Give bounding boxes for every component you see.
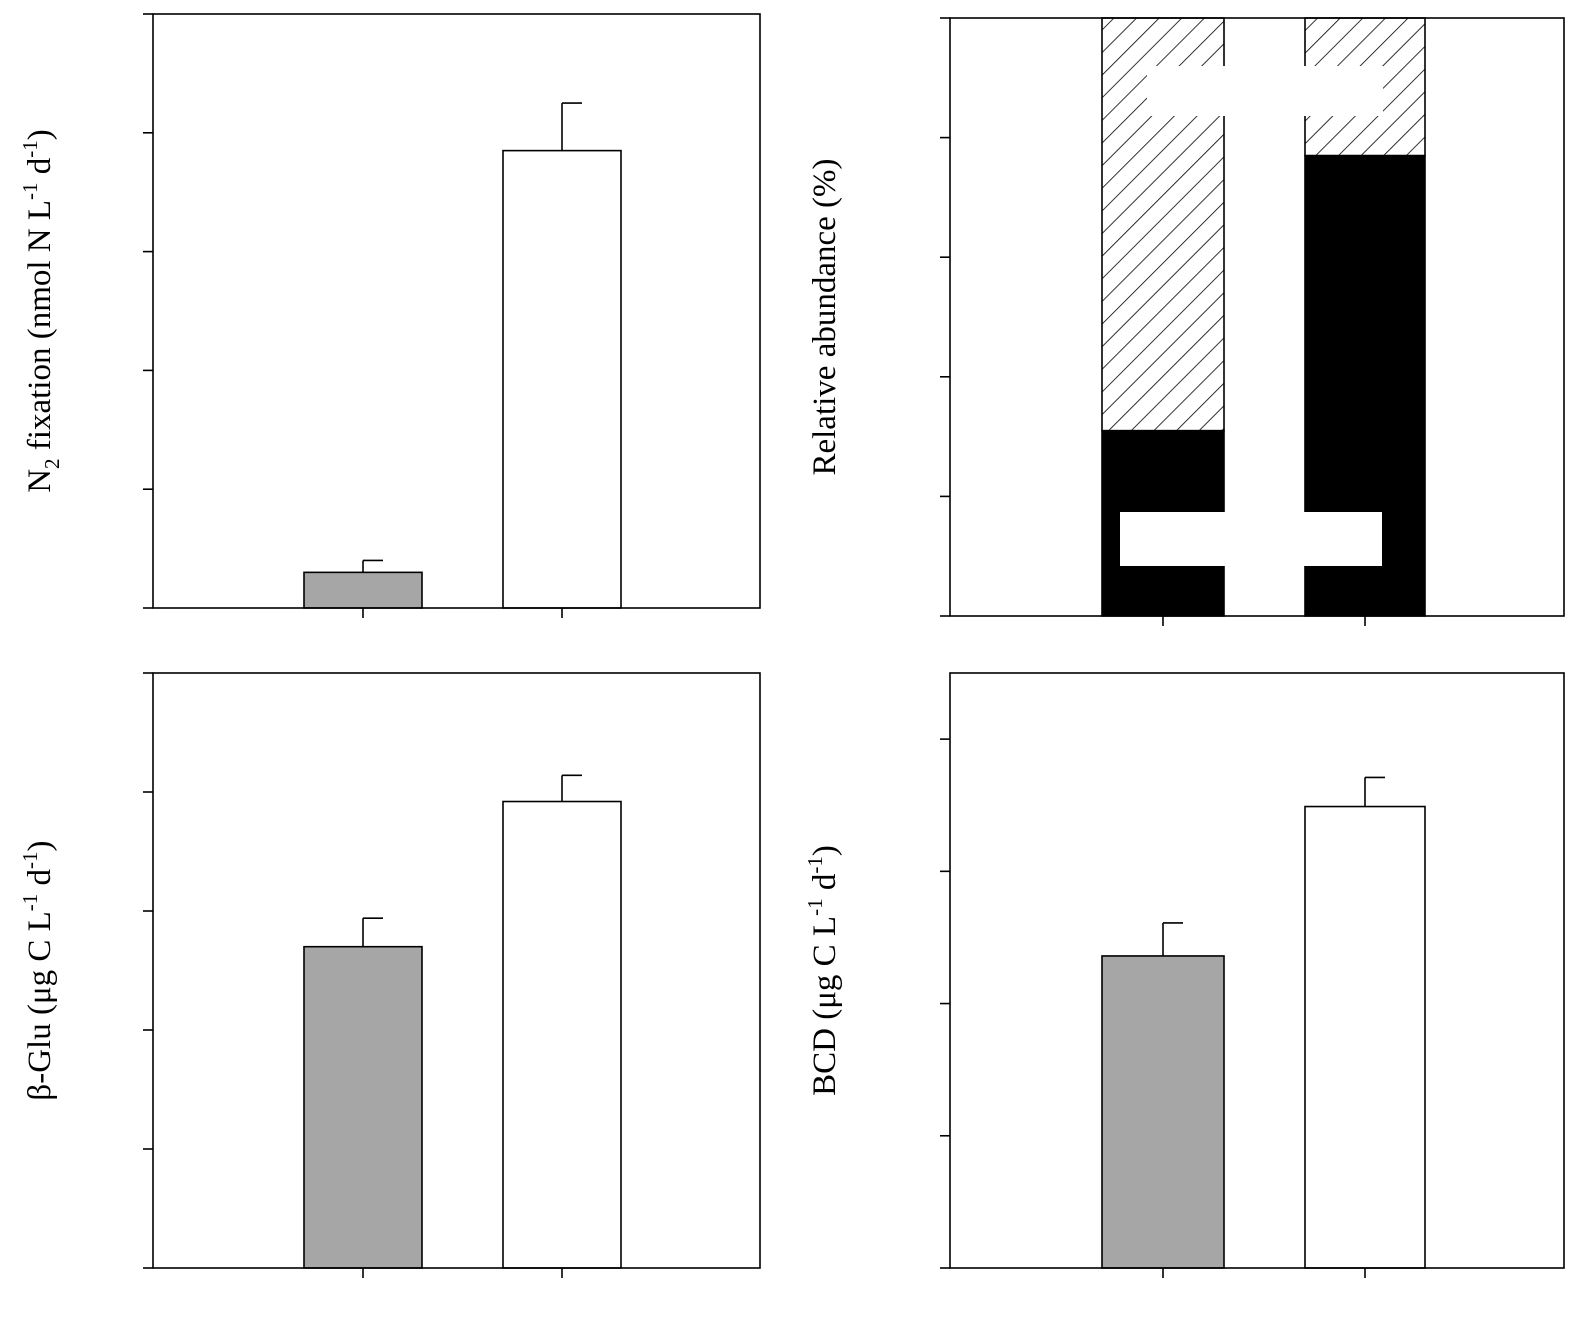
bar-cont (303, 945, 423, 1269)
plot-frame (949, 672, 1565, 1269)
panel-d: BCD (μg C L-1 d-1) (803, 672, 1565, 1278)
bar-cont (303, 571, 423, 609)
y-axis-label-part: d (22, 157, 58, 182)
plot-frame (949, 17, 1565, 617)
y-axis-label: β-Glu (μg C L-1 d-1) (18, 840, 58, 1100)
y-axis-label-script: -1 (18, 140, 42, 158)
y-axis-label-script: -1 (803, 856, 827, 874)
panel-c: β-Glu (μg C L-1 d-1) (18, 672, 761, 1278)
plot-frame (152, 672, 761, 1269)
y-axis-label-part: ) (22, 840, 58, 851)
y-axis-label-part: d (22, 868, 58, 893)
y-axis-label-script: -1 (18, 894, 42, 912)
y-axis-label-script: -1 (18, 182, 42, 200)
series-label-box (1147, 66, 1383, 116)
y-axis-label-part: N (22, 469, 58, 493)
bar-gx (502, 800, 622, 1269)
y-axis-label: BCD (μg C L-1 d-1) (803, 845, 843, 1096)
y-axis-label-part: β-Glu (μg C L (22, 911, 58, 1100)
series-label-box (1120, 512, 1382, 566)
y-axis-label-part: d (807, 873, 843, 898)
bar-gx (1304, 805, 1426, 1269)
y-axis-label: Relative abundance (%) (807, 158, 843, 475)
y-axis-label-script: 2 (40, 458, 64, 469)
y-axis-label-script: -1 (803, 898, 827, 916)
y-axis-label-part: ) (22, 129, 58, 140)
panel-b: Relative abundance (%) (807, 17, 1565, 626)
y-axis-label-part: fixation (nmol N L (22, 200, 58, 458)
y-axis-label-part: ) (807, 845, 843, 856)
plot-frame (152, 13, 761, 609)
panel-a: N2 fixation (nmol N L-1 d-1) (18, 13, 761, 618)
bar-gx (502, 149, 622, 609)
y-axis-label-script: -1 (18, 851, 42, 869)
y-axis-label-part: BCD (μg C L (807, 916, 843, 1096)
bar-cont (1101, 955, 1225, 1269)
y-axis-label: N2 fixation (nmol N L-1 d-1) (18, 129, 64, 493)
